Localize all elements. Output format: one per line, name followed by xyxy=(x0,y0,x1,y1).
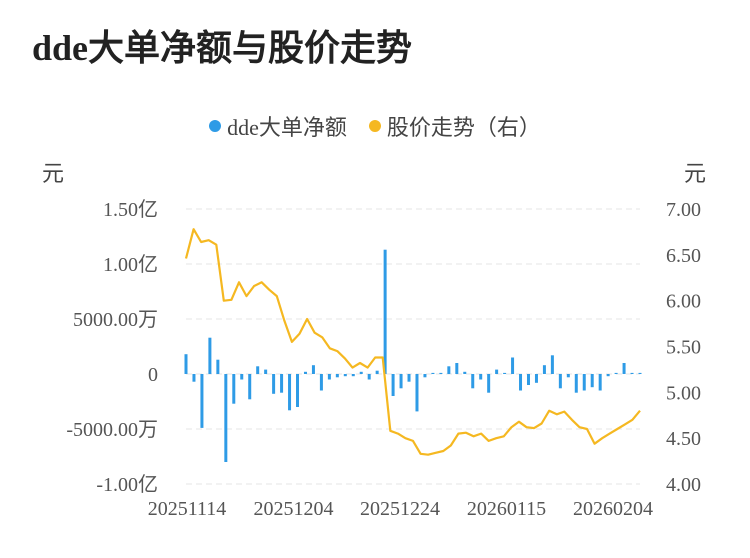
dde-bar xyxy=(487,374,491,393)
dde-bar xyxy=(351,374,355,377)
left-tick-label: 1.00亿 xyxy=(103,253,158,276)
right-tick-label: 4.50 xyxy=(666,428,701,450)
right-tick-label: 7.00 xyxy=(666,199,701,221)
dde-bar xyxy=(447,366,451,374)
dde-bar xyxy=(288,374,292,411)
dde-bar xyxy=(630,372,634,374)
right-tick-label: 5.00 xyxy=(666,382,701,404)
dde-bar xyxy=(200,374,204,428)
legend-item-dde[interactable]: dde大单净额 xyxy=(209,110,347,142)
dde-bar xyxy=(359,371,363,374)
dde-bar xyxy=(495,369,499,374)
legend-label-price: 股价走势（右） xyxy=(386,115,541,140)
dde-bar xyxy=(319,374,323,391)
left-axis-unit: 元 xyxy=(42,161,65,186)
dde-bar xyxy=(311,365,315,374)
dde-bar xyxy=(303,371,307,374)
dde-bar xyxy=(232,374,236,404)
dde-bar xyxy=(455,363,459,374)
dde-bar xyxy=(519,374,523,391)
legend-item-price[interactable]: 股价走势（右） xyxy=(368,110,541,142)
dde-bar xyxy=(327,374,331,380)
dde-bar xyxy=(542,365,546,374)
left-tick-label: 1.50亿 xyxy=(103,198,158,221)
dde-bar xyxy=(264,369,268,374)
right-tick-label: 5.50 xyxy=(666,337,701,359)
dde-bar xyxy=(590,374,594,388)
dde-bar xyxy=(582,374,586,391)
legend-dot-bar xyxy=(209,120,222,132)
left-tick-label: -5000.00万 xyxy=(66,419,158,441)
dde-bar xyxy=(391,374,395,396)
dde-bar xyxy=(439,372,443,374)
left-tick-label: 5000.00万 xyxy=(73,309,158,331)
dde-bar xyxy=(511,357,515,374)
dde-bar xyxy=(208,337,212,374)
left-tick-label: 0 xyxy=(148,364,158,386)
dde-bar xyxy=(415,374,419,412)
dde-bar xyxy=(216,359,220,374)
x-tick-label: 20251114 xyxy=(148,498,227,520)
dde-bar xyxy=(272,374,276,394)
legend-dot-line xyxy=(368,120,381,132)
dde-bar xyxy=(526,374,530,385)
dde-bar xyxy=(503,372,507,374)
dde-bar xyxy=(399,374,403,389)
dde-bar xyxy=(558,374,562,389)
dde-bar xyxy=(614,372,618,374)
x-tick-label: 20260204 xyxy=(573,498,653,520)
dde-bar xyxy=(550,355,554,374)
dde-bar xyxy=(224,374,228,462)
dde-bar xyxy=(296,374,300,407)
right-axis-unit: 元 xyxy=(684,161,707,186)
price-line xyxy=(184,228,641,456)
dde-bar xyxy=(463,371,467,374)
dde-bar xyxy=(375,370,379,374)
dde-bar xyxy=(280,374,284,393)
dde-bar xyxy=(240,374,244,380)
dde-bar xyxy=(574,374,578,393)
dde-bar xyxy=(638,372,642,374)
dde-bar xyxy=(184,354,188,374)
dde-bar xyxy=(622,363,626,374)
dde-bar xyxy=(423,374,427,378)
x-tick-label: 20251224 xyxy=(360,498,440,520)
legend-label-dde: dde大单净额 xyxy=(227,115,347,140)
chart-title: dde大单净额与股价走势 xyxy=(32,28,413,68)
dde-bar xyxy=(367,374,371,380)
dde-bar xyxy=(256,366,260,374)
dde-bar xyxy=(479,374,483,380)
right-tick-label: 6.00 xyxy=(666,291,701,313)
dde-bar xyxy=(335,374,339,378)
x-tick-label: 20260115 xyxy=(467,498,546,520)
dde-bar xyxy=(192,374,196,382)
dde-bar xyxy=(431,372,435,374)
left-tick-label: -1.00亿 xyxy=(96,473,158,496)
dde-bar xyxy=(248,374,252,400)
dde-bar xyxy=(471,374,475,389)
dde-bar xyxy=(598,374,602,391)
dde-bar xyxy=(606,374,610,377)
x-tick-label: 20251204 xyxy=(254,498,334,520)
dde-bar xyxy=(383,249,387,374)
dde-bar xyxy=(566,374,570,378)
dde-bar xyxy=(343,374,347,377)
right-tick-label: 4.00 xyxy=(666,474,701,496)
right-tick-label: 6.50 xyxy=(666,245,701,267)
dde-bar xyxy=(534,374,538,383)
dde-bar xyxy=(407,374,411,382)
chart-legend: dde大单净额 股价走势（右） xyxy=(0,110,750,142)
